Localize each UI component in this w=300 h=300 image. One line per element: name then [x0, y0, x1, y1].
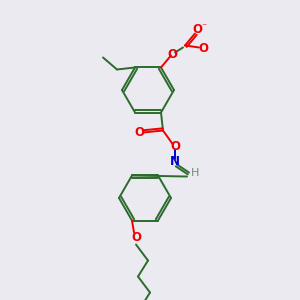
Text: O: O: [192, 23, 202, 36]
Text: ⁻: ⁻: [201, 22, 207, 32]
Text: O: O: [167, 48, 177, 61]
Text: O: O: [198, 42, 208, 55]
Text: O: O: [170, 140, 180, 153]
Text: O: O: [134, 126, 144, 139]
Text: O: O: [131, 231, 141, 244]
Text: H: H: [191, 167, 199, 178]
Text: N: N: [170, 155, 180, 168]
